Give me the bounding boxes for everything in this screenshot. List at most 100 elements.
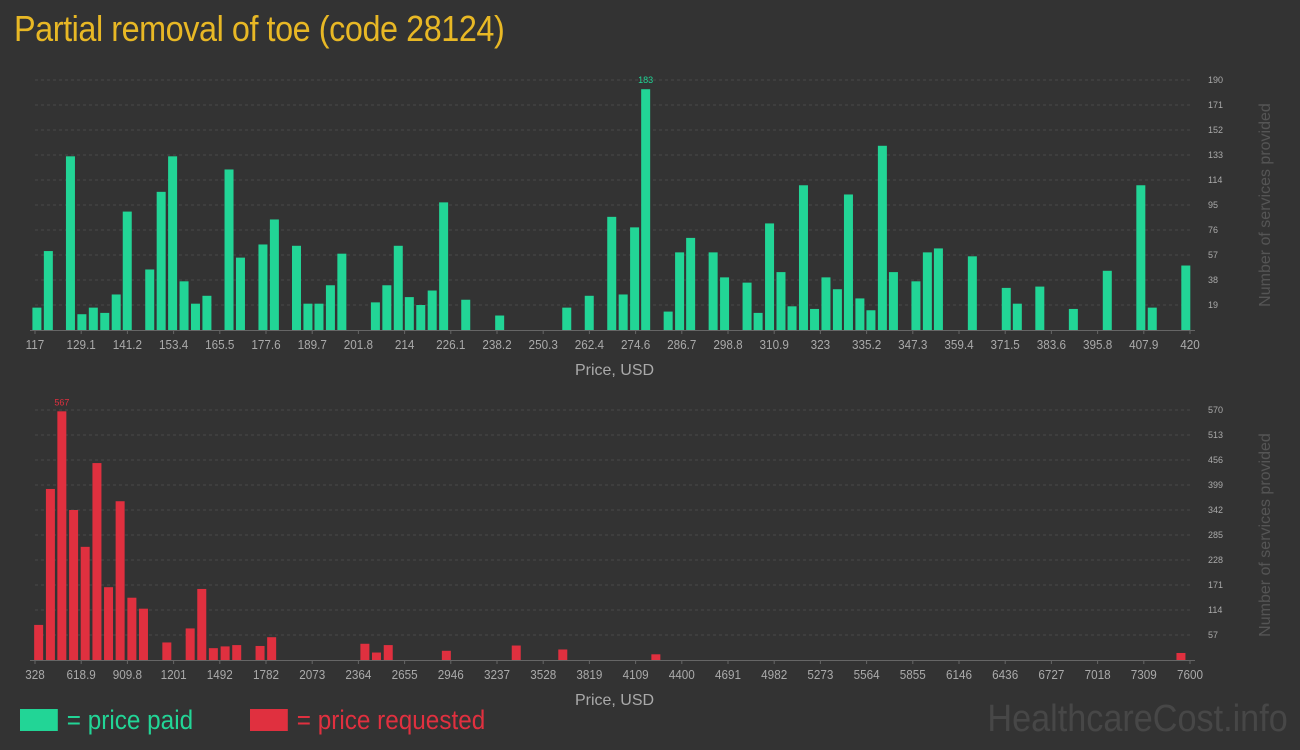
bar bbox=[511, 645, 521, 660]
bar bbox=[1035, 286, 1045, 330]
x-tick-label: 5855 bbox=[900, 667, 926, 682]
bar bbox=[765, 223, 775, 330]
y-tick-label: 399 bbox=[1208, 480, 1223, 490]
bar bbox=[630, 227, 640, 330]
x-tick-label: 347.3 bbox=[898, 337, 927, 352]
bar bbox=[708, 252, 718, 330]
x-tick-label: 1492 bbox=[207, 667, 233, 682]
bar bbox=[80, 546, 90, 660]
bar bbox=[675, 252, 685, 330]
x-tick-label: 4982 bbox=[761, 667, 787, 682]
bar bbox=[911, 281, 921, 330]
bar bbox=[584, 295, 594, 330]
bar bbox=[337, 253, 347, 330]
bar bbox=[145, 269, 155, 330]
y-tick-label: 76 bbox=[1208, 225, 1218, 235]
peak-value-label: 567 bbox=[54, 397, 69, 407]
bar bbox=[235, 257, 245, 330]
bar bbox=[57, 411, 67, 660]
x-tick-label: 1782 bbox=[253, 667, 279, 682]
x-tick-label: 189.7 bbox=[298, 337, 327, 352]
bar bbox=[232, 645, 242, 660]
bar bbox=[686, 237, 696, 330]
y-tick-label: 228 bbox=[1208, 555, 1223, 565]
x-tick-label: 3819 bbox=[576, 667, 602, 682]
x-tick-label: 165.5 bbox=[205, 337, 234, 352]
bar bbox=[111, 294, 121, 330]
x-tick-label: 2946 bbox=[438, 667, 464, 682]
bar bbox=[360, 643, 370, 660]
bar bbox=[156, 191, 166, 330]
bar bbox=[933, 248, 943, 330]
y-tick-label: 570 bbox=[1208, 405, 1223, 415]
bar bbox=[1068, 308, 1078, 330]
legend-swatch-paid bbox=[20, 709, 58, 731]
legend-label-requested: = price requested bbox=[296, 704, 486, 735]
x-tick-label: 310.9 bbox=[760, 337, 789, 352]
y-tick-label: 114 bbox=[1208, 605, 1222, 615]
bar bbox=[843, 194, 853, 330]
x-tick-label: 5273 bbox=[807, 667, 833, 682]
y-tick-label: 171 bbox=[1208, 580, 1223, 590]
bar bbox=[370, 302, 380, 330]
bar bbox=[832, 289, 842, 330]
price-paid-chart: 19 38 57 76 95 114 133 152 171 190 183 117 129.1 141.… bbox=[26, 75, 1274, 379]
x-tick-label: 420 bbox=[1180, 337, 1200, 352]
x-tick-label: 395.8 bbox=[1083, 337, 1112, 352]
x-tick-label: 3528 bbox=[530, 667, 556, 682]
x-tick-label: 909.8 bbox=[113, 667, 142, 682]
x-tick-label: 7018 bbox=[1085, 667, 1111, 682]
x-tick-label: 383.6 bbox=[1037, 337, 1066, 352]
bar bbox=[558, 649, 568, 660]
y-tick-label: 513 bbox=[1208, 430, 1223, 440]
x-tick-label: 2364 bbox=[345, 667, 371, 682]
y-axis-title: Number of services provided bbox=[1257, 103, 1274, 307]
bar bbox=[34, 624, 44, 660]
bar bbox=[922, 252, 932, 330]
bar bbox=[383, 645, 393, 660]
x-axis-title: Price, USD bbox=[575, 362, 654, 379]
x-tick-label: 323 bbox=[811, 337, 831, 352]
page-title: Partial removal of toe (code 28124) bbox=[14, 8, 505, 49]
bar bbox=[877, 145, 887, 330]
x-tick-label: 117 bbox=[26, 337, 45, 352]
bar bbox=[810, 308, 820, 330]
y-tick-label: 19 bbox=[1208, 300, 1218, 310]
bar bbox=[100, 312, 110, 330]
bar bbox=[303, 303, 313, 330]
y-tick-label: 171 bbox=[1208, 100, 1223, 110]
x-tick-label: 7600 bbox=[1177, 667, 1203, 682]
x-tick-label: 214 bbox=[395, 337, 415, 352]
bar bbox=[168, 156, 178, 330]
bar bbox=[371, 652, 381, 660]
bar bbox=[197, 588, 207, 660]
bar bbox=[45, 488, 55, 660]
y-tick-label: 38 bbox=[1208, 275, 1218, 285]
bar bbox=[208, 648, 218, 660]
bar bbox=[1181, 265, 1191, 330]
bar bbox=[1147, 307, 1157, 330]
bar bbox=[32, 307, 42, 330]
x-tick-label: 4109 bbox=[623, 667, 649, 682]
peak-value-label: 183 bbox=[638, 75, 653, 85]
bar bbox=[162, 642, 172, 660]
bar bbox=[202, 295, 212, 330]
bar bbox=[651, 654, 661, 660]
bar bbox=[416, 305, 426, 330]
bar bbox=[618, 294, 628, 330]
y-tick-label: 342 bbox=[1208, 505, 1223, 515]
bar bbox=[776, 272, 786, 330]
bar bbox=[888, 272, 898, 330]
bar bbox=[641, 89, 651, 330]
bar bbox=[967, 256, 977, 330]
x-tick-label: 5564 bbox=[854, 667, 880, 682]
bar bbox=[291, 245, 301, 330]
x-tick-label: 262.4 bbox=[575, 337, 604, 352]
bar bbox=[1012, 303, 1022, 330]
x-tick-label: 250.3 bbox=[529, 337, 558, 352]
bar bbox=[866, 310, 876, 330]
bar bbox=[427, 290, 437, 330]
bar bbox=[461, 299, 471, 330]
bar bbox=[562, 307, 572, 330]
bar bbox=[224, 169, 234, 330]
